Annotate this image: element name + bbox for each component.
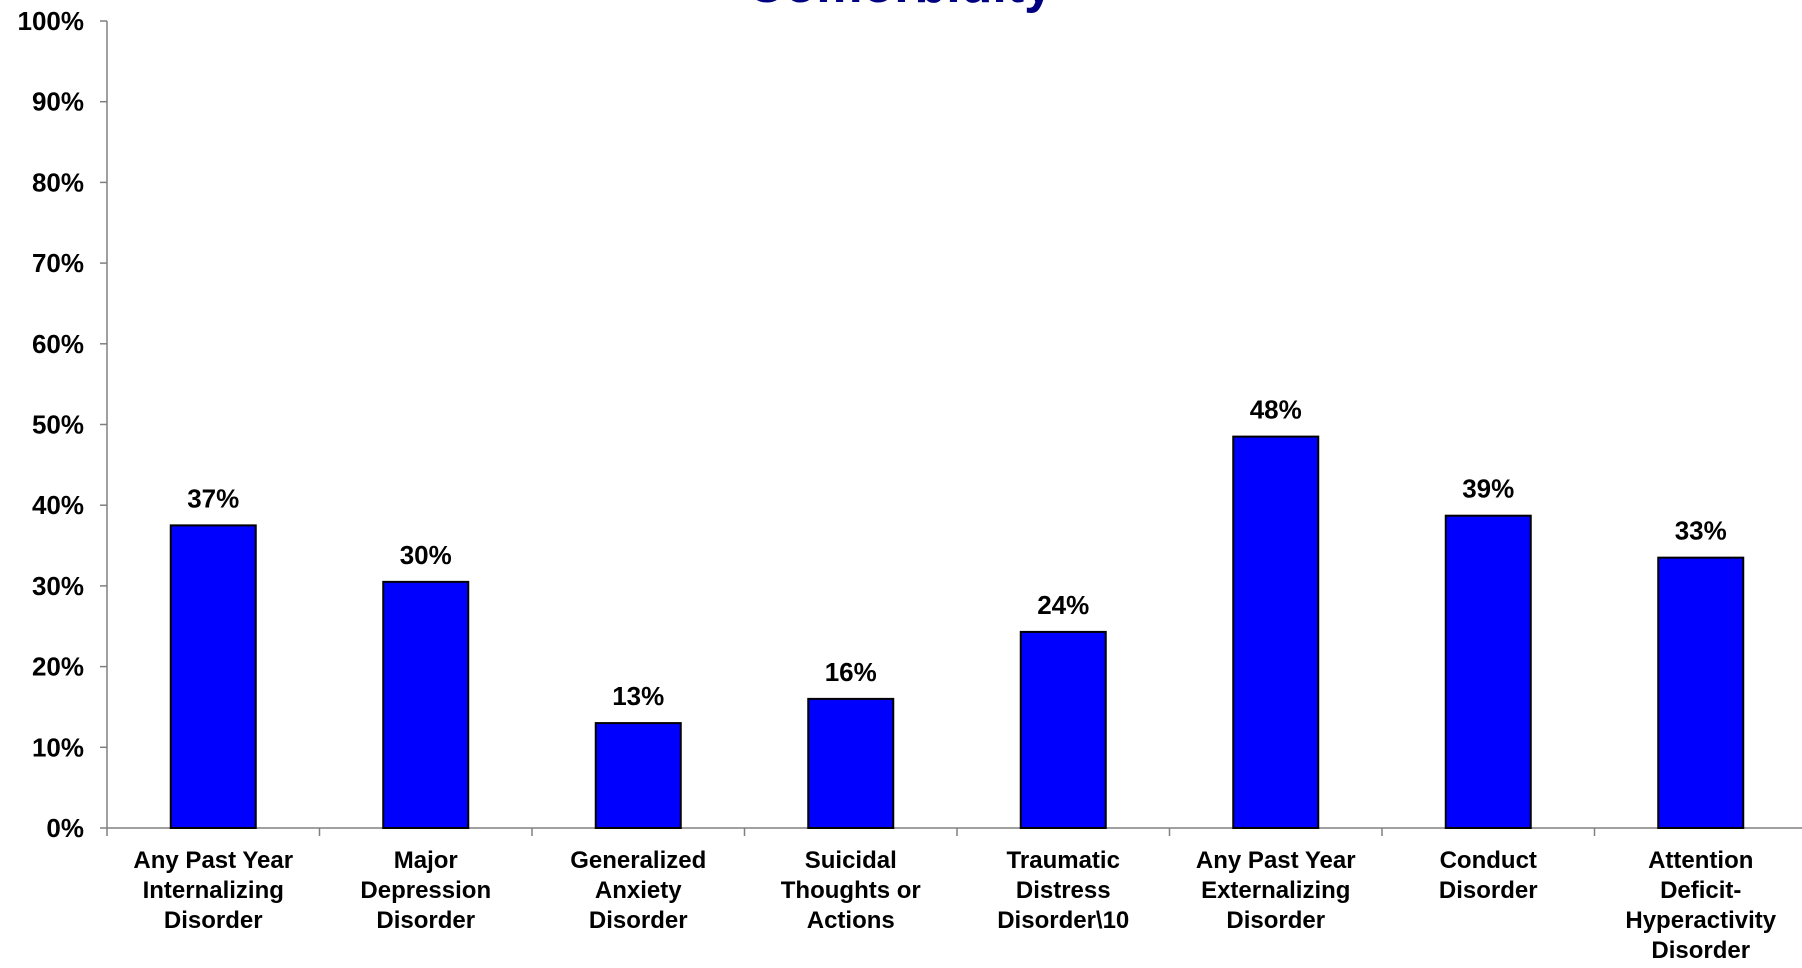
bar	[596, 723, 681, 828]
data-label: 39%	[1462, 474, 1514, 504]
y-tick-label: 50%	[32, 410, 84, 440]
y-tick-label: 20%	[32, 652, 84, 682]
data-label: 24%	[1037, 590, 1089, 620]
chart-title-layer: Comorbidity	[747, 0, 1053, 14]
data-label: 30%	[400, 540, 452, 570]
bar	[1233, 437, 1318, 828]
data-label: 33%	[1675, 516, 1727, 546]
bar	[1658, 558, 1743, 828]
bar	[808, 699, 893, 828]
y-tick-label: 40%	[32, 490, 84, 520]
axes-layer: 0% 10% 20% 30% 40% 50% 60% 70% 80% 90% 100%	[18, 6, 1802, 843]
y-tick-label: 70%	[32, 248, 84, 278]
y-tick-label: 0%	[46, 813, 84, 843]
data-label: 48%	[1250, 395, 1302, 425]
bar	[1446, 516, 1531, 828]
data-label: 13%	[612, 681, 664, 711]
y-tick-label: 90%	[32, 87, 84, 117]
y-tick-label: 10%	[32, 732, 84, 762]
data-label: 16%	[825, 657, 877, 687]
chart-title: Comorbidity	[747, 0, 1053, 14]
y-tick-label: 80%	[32, 167, 84, 197]
y-tick-label: 30%	[32, 571, 84, 601]
bar	[171, 525, 256, 828]
bar	[383, 582, 468, 828]
data-label: 37%	[187, 483, 239, 513]
y-tick-label: 100%	[18, 6, 85, 36]
bar	[1021, 632, 1106, 828]
y-tick-label: 60%	[32, 329, 84, 359]
